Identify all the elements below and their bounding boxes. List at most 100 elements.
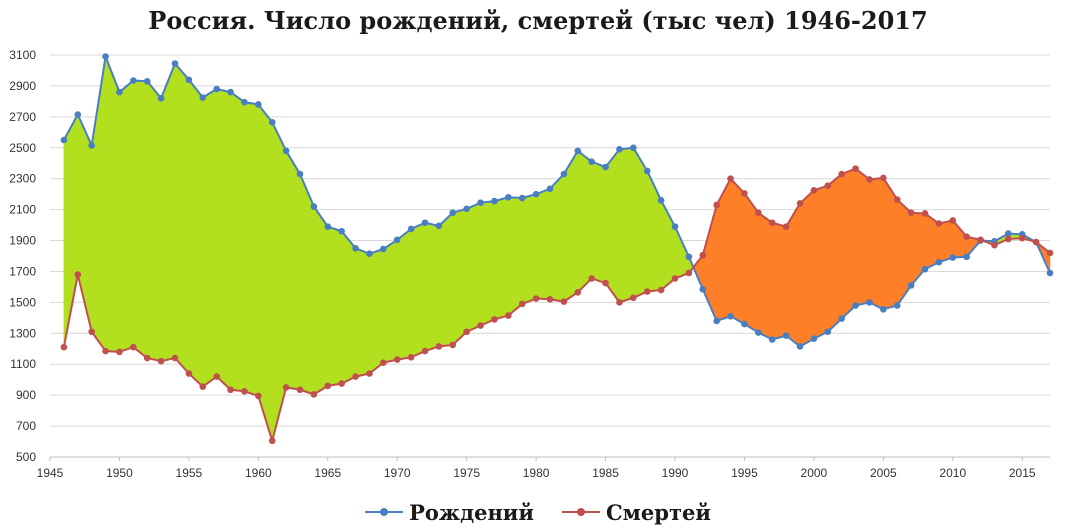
point-births-1948 xyxy=(88,142,95,149)
point-deaths-2008 xyxy=(921,210,929,217)
x-tick-1945: 1945 xyxy=(37,466,64,480)
point-deaths-1951 xyxy=(130,343,137,351)
fill-1986 xyxy=(619,147,634,303)
point-births-1970 xyxy=(393,236,401,244)
fill-1962 xyxy=(285,149,301,391)
fill-1949 xyxy=(105,56,120,353)
point-births-1976 xyxy=(477,199,484,206)
point-deaths-2000 xyxy=(810,186,818,194)
fill-1953 xyxy=(160,63,176,362)
fill-1951 xyxy=(133,80,148,359)
x-axis-line xyxy=(49,456,1050,461)
x-tick-1985: 1985 xyxy=(592,466,619,480)
point-deaths-1955 xyxy=(185,370,193,377)
point-deaths-2016 xyxy=(1032,238,1040,246)
point-births-1996 xyxy=(755,329,762,336)
point-deaths-2007 xyxy=(907,209,915,217)
fill-1976 xyxy=(480,200,495,327)
y-tick-2100: 2100 xyxy=(9,203,36,217)
point-births-1994 xyxy=(727,313,734,320)
point-deaths-1995 xyxy=(741,190,748,197)
y-tick-2300: 2300 xyxy=(9,172,36,186)
fill-1985 xyxy=(605,148,620,304)
point-births-1952 xyxy=(143,77,151,85)
point-births-1946 xyxy=(60,136,68,144)
fill-1955 xyxy=(188,78,204,388)
point-births-1998 xyxy=(782,332,790,339)
point-deaths-1979 xyxy=(518,300,526,308)
fill-1980 xyxy=(535,188,551,300)
point-births-1999 xyxy=(796,343,804,350)
point-births-1971 xyxy=(407,225,415,233)
legend-label-births: Рождений xyxy=(409,499,534,525)
point-births-2011 xyxy=(963,253,970,261)
fill-2000 xyxy=(813,185,829,340)
point-deaths-1953 xyxy=(157,357,165,365)
point-deaths-1964 xyxy=(310,391,318,398)
x-tick-1965: 1965 xyxy=(314,466,341,480)
point-deaths-1954 xyxy=(171,354,179,362)
legend: Рождений Смертей xyxy=(0,496,1076,528)
point-births-1969 xyxy=(380,245,387,253)
fill-1964 xyxy=(313,205,329,395)
fill-1996 xyxy=(758,212,773,340)
point-deaths-1997 xyxy=(768,219,776,227)
x-tick-2015: 2015 xyxy=(1009,466,1036,480)
fill-1981 xyxy=(549,173,565,302)
x-tick-2005: 2005 xyxy=(870,466,897,480)
point-deaths-1994 xyxy=(727,175,734,182)
point-births-1987 xyxy=(630,144,637,152)
point-births-1980 xyxy=(532,190,540,198)
point-births-2009 xyxy=(935,258,943,266)
fill-1978 xyxy=(508,196,523,317)
point-births-1990 xyxy=(671,223,679,230)
fill-1977 xyxy=(494,196,509,320)
fill-1965 xyxy=(327,226,342,387)
x-tick-1970: 1970 xyxy=(384,466,411,480)
y-tick-1300: 1300 xyxy=(9,326,36,340)
point-deaths-1967 xyxy=(352,373,359,380)
y-tick-900: 900 xyxy=(16,388,36,402)
point-deaths-2017 xyxy=(1046,249,1054,257)
point-births-1991 xyxy=(685,253,693,261)
point-births-1974 xyxy=(449,209,457,217)
point-deaths-1984 xyxy=(588,275,595,282)
point-deaths-1990 xyxy=(671,275,679,282)
fill-2004 xyxy=(869,177,884,310)
point-births-1985 xyxy=(602,163,609,171)
point-deaths-2014 xyxy=(1005,235,1012,243)
point-births-1959 xyxy=(241,98,248,106)
point-births-1958 xyxy=(227,88,234,96)
fill-1957 xyxy=(216,88,231,391)
x-tick-1950: 1950 xyxy=(106,466,133,480)
x-tick-2000: 2000 xyxy=(801,466,828,480)
point-deaths-1957 xyxy=(213,373,220,380)
point-births-1981 xyxy=(546,185,554,193)
point-deaths-1989 xyxy=(657,286,665,294)
fill-2007 xyxy=(910,212,926,287)
fill-1975 xyxy=(466,202,481,333)
point-births-2004 xyxy=(866,299,873,306)
point-births-1977 xyxy=(491,197,498,205)
point-deaths-1956 xyxy=(199,383,207,390)
point-births-1963 xyxy=(296,170,304,178)
y-tick-2700: 2700 xyxy=(9,110,36,124)
point-births-1951 xyxy=(130,77,137,84)
fill-1954 xyxy=(174,62,190,375)
point-deaths-1965 xyxy=(324,382,332,390)
point-deaths-1975 xyxy=(463,328,470,336)
point-births-1997 xyxy=(768,336,776,343)
point-deaths-2006 xyxy=(893,196,901,203)
point-deaths-1966 xyxy=(338,380,345,387)
point-births-1993 xyxy=(713,317,720,325)
legend-item-births: Рождений xyxy=(365,500,534,525)
fill-1999 xyxy=(799,189,815,347)
point-deaths-1961 xyxy=(268,437,276,445)
point-deaths-1952 xyxy=(143,354,151,362)
y-tick-2500: 2500 xyxy=(9,141,36,155)
point-deaths-1996 xyxy=(755,209,762,217)
point-births-2014 xyxy=(1005,230,1012,237)
point-deaths-1977 xyxy=(491,316,498,323)
point-deaths-1981 xyxy=(546,295,554,303)
point-deaths-1980 xyxy=(532,295,540,302)
